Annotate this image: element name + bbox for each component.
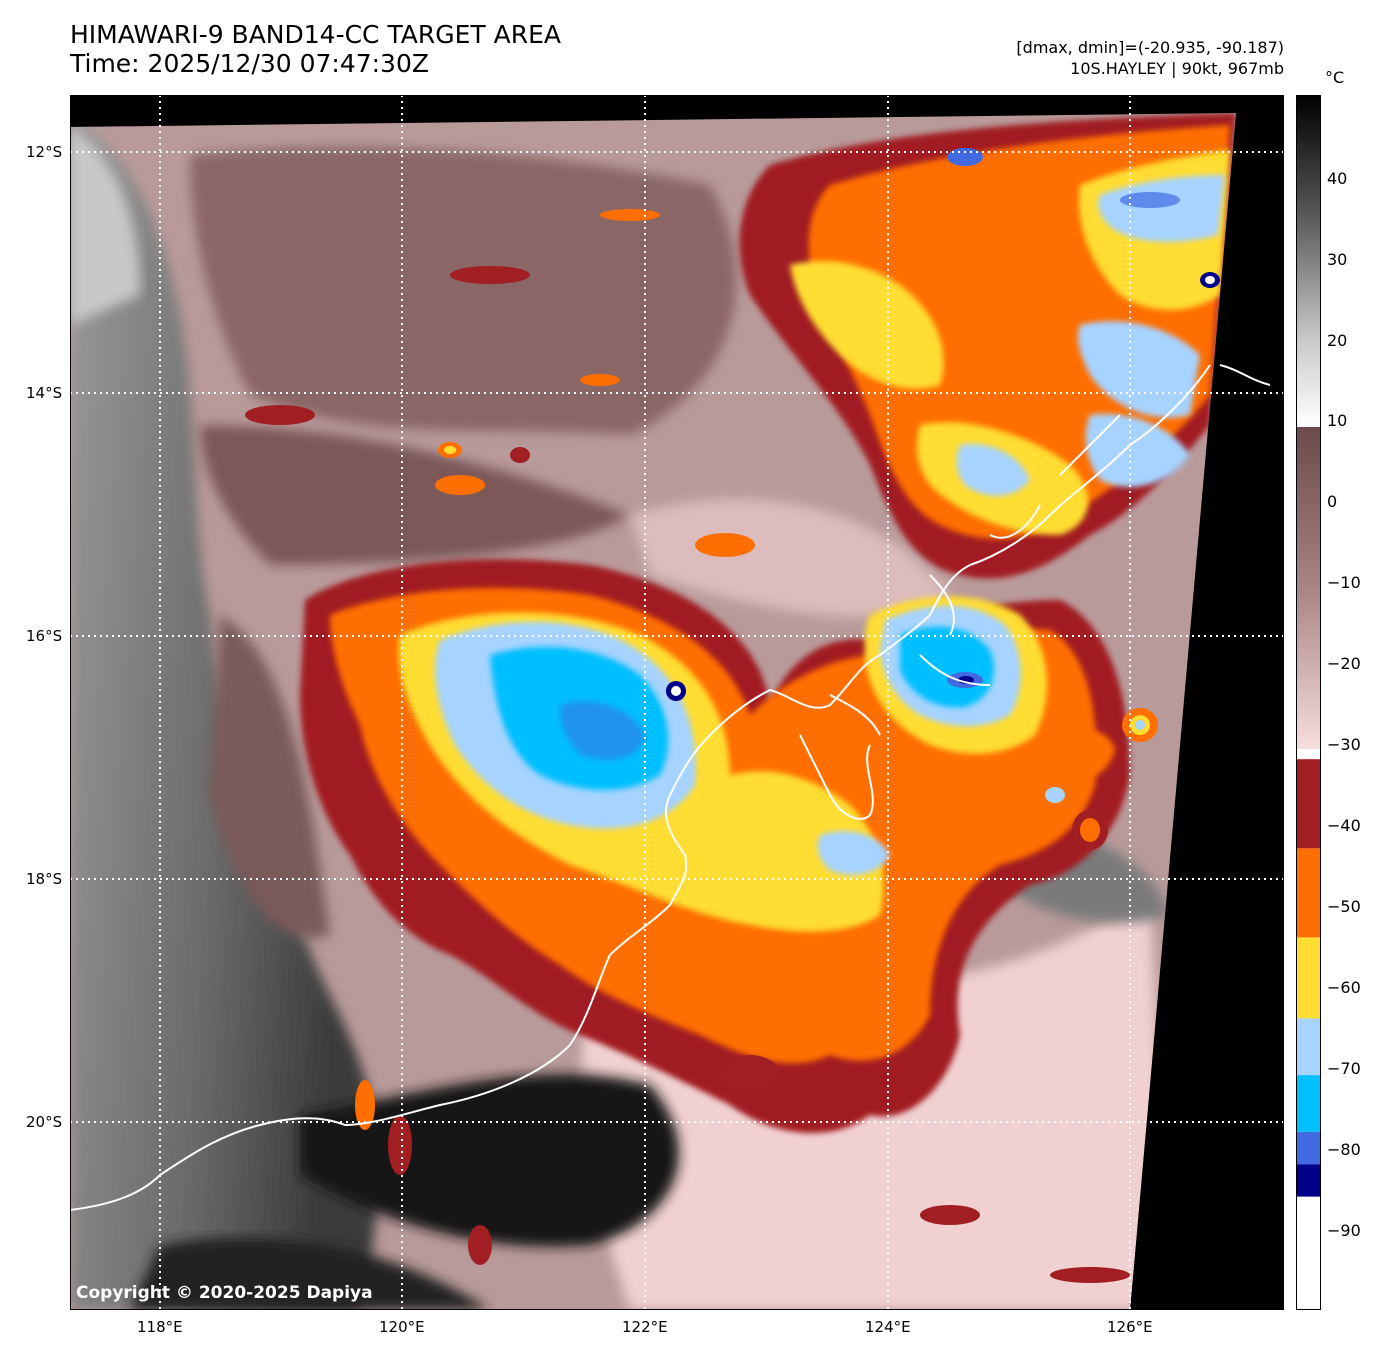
colorbar-band-1 xyxy=(1296,1164,1320,1197)
dmin-dmax-text: [dmax, dmin]=(-20.935, -90.187) xyxy=(1016,38,1284,57)
copyright-text: Copyright © 2020-2025 Dapiya xyxy=(76,1283,373,1303)
lat-label-14s: 14°S xyxy=(26,384,63,402)
scattered-convective-cells xyxy=(245,209,1130,1283)
satellite-map xyxy=(70,95,1284,1310)
lat-label-18s: 18°S xyxy=(26,870,63,888)
colorbar-cool-band xyxy=(1296,427,1320,749)
colorbar-label-m40: −40 xyxy=(1327,816,1361,835)
colorbar-label-m30: −30 xyxy=(1327,735,1361,754)
colorbar-label-m50: −50 xyxy=(1327,897,1361,916)
colorbar-label-20: 20 xyxy=(1327,331,1348,350)
lon-label-126e: 126°E xyxy=(1107,1318,1153,1336)
colorbar-band-6 xyxy=(1296,848,1320,938)
colorbar-label-m10: −10 xyxy=(1327,573,1361,592)
colorbar-band-3 xyxy=(1296,1075,1320,1132)
colorbar-label-m60: −60 xyxy=(1327,978,1361,997)
colorbar-label-0: 0 xyxy=(1327,492,1338,511)
figure-title: HIMAWARI-9 BAND14-CC TARGET AREA Time: 2… xyxy=(70,20,561,78)
colorbar-warm-band xyxy=(1296,95,1320,427)
figure-info: [dmax, dmin]=(-20.935, -90.187) 10S.HAYL… xyxy=(1016,37,1284,79)
colorbar-label-10: 10 xyxy=(1327,411,1348,430)
colorbar xyxy=(1296,95,1321,1310)
colorbar-label-40: 40 xyxy=(1327,169,1348,188)
lat-label-20s: 20°S xyxy=(26,1113,63,1131)
colorbar-label-m70: −70 xyxy=(1327,1059,1361,1078)
map-frame xyxy=(70,95,1284,1310)
lon-label-118e: 118°E xyxy=(137,1318,183,1336)
colorbar-label-m20: −20 xyxy=(1327,654,1361,673)
title-line-time: Time: 2025/12/30 07:47:30Z xyxy=(70,49,429,78)
colorbar-band-0 xyxy=(1296,1196,1320,1310)
title-line-product: HIMAWARI-9 BAND14-CC TARGET AREA xyxy=(70,20,562,49)
colorbar-band-7 xyxy=(1296,759,1320,849)
lon-label-122e: 122°E xyxy=(622,1318,668,1336)
colorbar-band-4 xyxy=(1296,1018,1320,1076)
lon-label-124e: 124°E xyxy=(865,1318,911,1336)
satellite-swath xyxy=(70,113,1236,1310)
lat-label-16s: 16°S xyxy=(26,627,63,645)
colorbar-label-m90: −90 xyxy=(1327,1221,1361,1240)
colorbar-band-5 xyxy=(1296,937,1320,1019)
colorbar-band-2 xyxy=(1296,1131,1320,1165)
lon-label-120e: 120°E xyxy=(379,1318,425,1336)
storm-info-text: 10S.HAYLEY | 90kt, 967mb xyxy=(1070,59,1284,78)
colorbar-label-m80: −80 xyxy=(1327,1140,1361,1159)
graticule xyxy=(70,95,1284,1310)
coastline xyxy=(70,364,1271,1211)
lat-label-12s: 12°S xyxy=(26,143,63,161)
colorbar-unit: °C xyxy=(1325,68,1345,87)
colorbar-label-30: 30 xyxy=(1327,250,1348,269)
